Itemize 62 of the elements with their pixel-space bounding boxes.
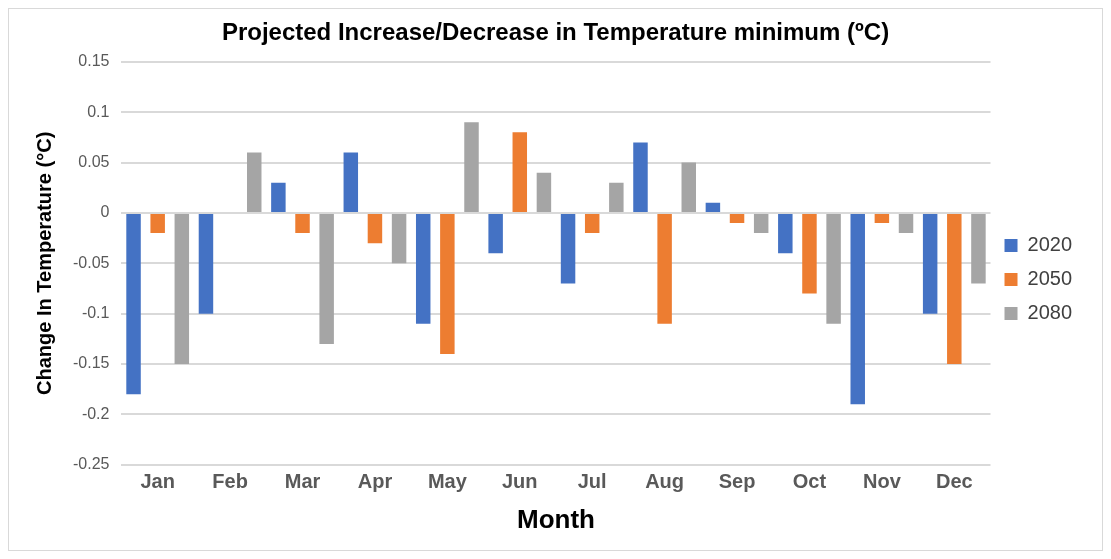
- bar: [705, 202, 721, 212]
- bar: [609, 182, 624, 212]
- x-tick-label: Dec: [935, 470, 973, 493]
- bar: [584, 213, 600, 234]
- bar: [174, 213, 190, 365]
- bar: [826, 213, 841, 324]
- bar: [802, 213, 817, 294]
- bar: [247, 152, 262, 212]
- y-tick-label: -0.2: [81, 404, 110, 422]
- chart-title: Projected Increase/Decrease in Temperature minimum (ºC): [221, 18, 890, 46]
- y-tick-label: 0: [100, 203, 110, 221]
- bar: [512, 132, 528, 212]
- legend-label: 2050: [1027, 267, 1073, 290]
- bar: [753, 213, 769, 234]
- legend-label: 2080: [1027, 301, 1073, 324]
- bar: [271, 182, 286, 212]
- x-tick-label: Jun: [502, 470, 538, 493]
- bar: [440, 213, 455, 354]
- bar: [488, 213, 503, 254]
- y-tick-label: -0.25: [73, 455, 110, 473]
- y-tick-label: -0.05: [73, 253, 110, 271]
- bar: [850, 213, 865, 405]
- bar: [898, 213, 914, 234]
- bar: [126, 213, 141, 395]
- bar: [150, 213, 165, 234]
- bar: [778, 213, 793, 254]
- bar: [343, 152, 359, 212]
- bar: [947, 213, 962, 365]
- bar: [415, 213, 431, 324]
- bar: [391, 213, 407, 264]
- bar: [536, 172, 552, 212]
- y-tick-label: 0.05: [78, 152, 110, 170]
- x-tick-label: Sep: [718, 470, 756, 493]
- x-tick-label: Jan: [140, 470, 175, 493]
- x-tick-label: Oct: [792, 470, 827, 493]
- bar: [681, 162, 696, 212]
- x-tick-label: Jul: [577, 470, 607, 493]
- bar: [319, 213, 334, 344]
- x-axis-title: Month: [517, 503, 595, 534]
- bar: [874, 213, 890, 223]
- bar: [922, 213, 938, 314]
- y-tick-label: 0.1: [87, 102, 110, 120]
- bar: [198, 213, 214, 314]
- y-tick-label: -0.15: [73, 354, 110, 372]
- bar: [464, 122, 479, 212]
- x-tick-label: May: [427, 470, 468, 493]
- x-tick-label: Nov: [862, 470, 902, 493]
- bar: [729, 213, 745, 223]
- bar: [367, 213, 383, 244]
- bar: [295, 213, 310, 234]
- bar: [971, 213, 986, 284]
- bar: [560, 213, 576, 284]
- y-tick-label: 0.15: [78, 52, 110, 70]
- y-axis-title: Change In Temperature (°C): [32, 131, 55, 395]
- x-tick-label: Aug: [645, 470, 685, 493]
- x-tick-label: Apr: [357, 470, 393, 493]
- y-tick-label: -0.1: [81, 304, 110, 322]
- x-tick-label: Feb: [212, 470, 248, 493]
- bar: [633, 142, 648, 212]
- legend-label: 2020: [1027, 233, 1073, 256]
- bar: [657, 213, 672, 324]
- x-tick-label: Mar: [284, 470, 321, 493]
